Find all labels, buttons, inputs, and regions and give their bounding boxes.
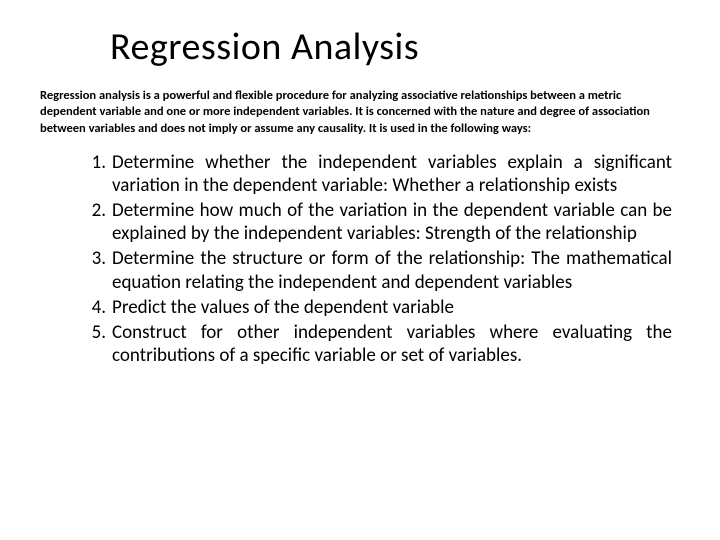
list-item: Predict the values of the dependent vari… <box>102 296 672 319</box>
slide-container: Regression Analysis Regression analysis … <box>0 0 720 540</box>
list-item: Construct for other independent variable… <box>102 321 672 367</box>
list-item: Determine the structure or form of the r… <box>102 247 672 293</box>
ways-list: Determine whether the independent variab… <box>40 151 672 368</box>
intro-paragraph: Regression analysis is a powerful and fl… <box>40 88 672 137</box>
page-title: Regression Analysis <box>110 24 680 70</box>
list-item: Determine how much of the variation in t… <box>102 199 672 245</box>
list-item: Determine whether the independent variab… <box>102 151 672 197</box>
